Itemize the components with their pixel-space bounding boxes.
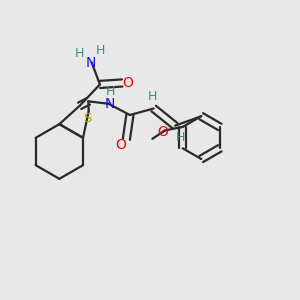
Text: H: H bbox=[148, 89, 157, 103]
Text: N: N bbox=[86, 56, 96, 70]
Text: H: H bbox=[96, 44, 105, 57]
Text: H: H bbox=[105, 85, 115, 98]
Text: O: O bbox=[122, 76, 133, 90]
Text: H: H bbox=[176, 131, 185, 144]
Text: O: O bbox=[157, 125, 168, 139]
Text: H: H bbox=[74, 47, 84, 60]
Text: S: S bbox=[83, 112, 92, 125]
Text: O: O bbox=[116, 138, 126, 152]
Text: N: N bbox=[105, 97, 115, 111]
